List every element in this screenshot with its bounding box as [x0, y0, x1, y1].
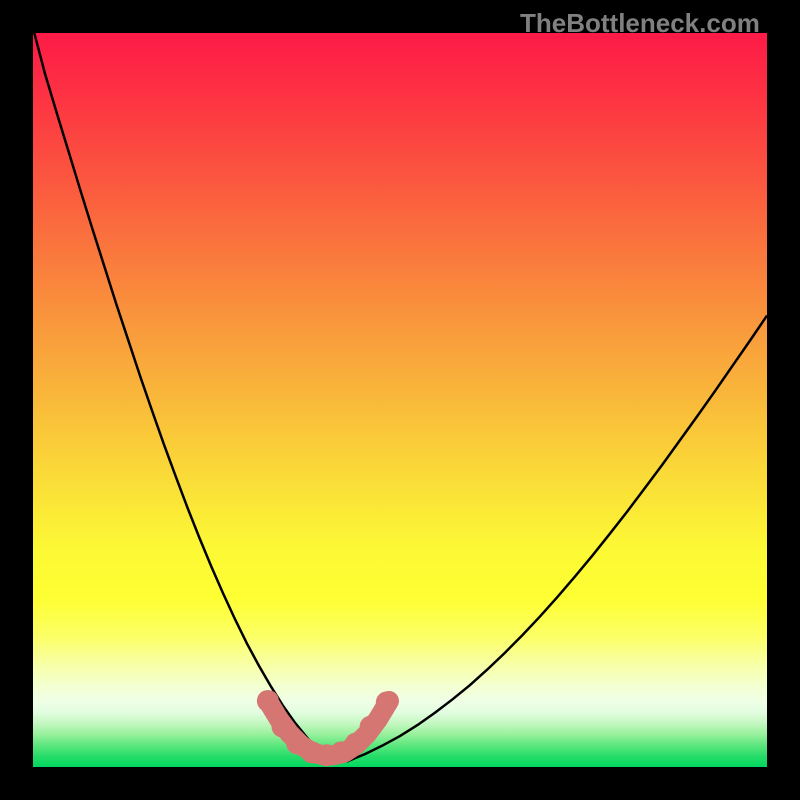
optimal-range-marker — [360, 716, 382, 738]
chart-frame — [33, 33, 767, 767]
watermark-text: TheBottleneck.com — [520, 8, 760, 39]
optimal-range-marker — [257, 690, 279, 712]
gradient-background — [33, 33, 767, 767]
optimal-range-marker — [272, 716, 294, 738]
optimal-range-marker — [345, 733, 367, 755]
optimal-range-marker — [376, 691, 398, 713]
bottleneck-chart — [33, 33, 767, 767]
